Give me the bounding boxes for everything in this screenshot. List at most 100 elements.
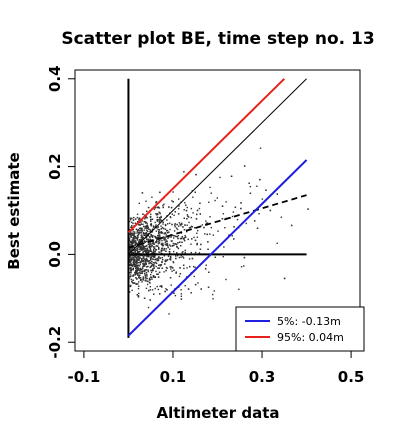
data-point bbox=[153, 293, 155, 295]
data-point bbox=[166, 242, 168, 245]
data-point bbox=[142, 256, 145, 258]
data-point bbox=[191, 257, 194, 260]
data-point bbox=[233, 226, 235, 228]
data-point bbox=[170, 266, 173, 268]
data-point bbox=[204, 233, 206, 235]
data-point bbox=[161, 247, 163, 250]
data-point bbox=[143, 297, 146, 299]
data-point bbox=[175, 272, 177, 274]
data-point bbox=[154, 287, 156, 290]
data-point bbox=[174, 294, 177, 297]
data-point bbox=[129, 217, 132, 219]
data-point bbox=[160, 249, 163, 251]
data-point bbox=[173, 230, 176, 232]
y-tick-label: 0.2 bbox=[46, 153, 64, 180]
data-point bbox=[133, 235, 136, 237]
data-point bbox=[243, 265, 245, 267]
data-point bbox=[128, 237, 131, 239]
data-point bbox=[184, 236, 187, 238]
data-point bbox=[169, 251, 171, 253]
data-point bbox=[160, 219, 163, 222]
data-point bbox=[136, 230, 139, 232]
data-point bbox=[134, 241, 136, 243]
data-point bbox=[139, 277, 142, 279]
data-point bbox=[190, 243, 192, 245]
data-point bbox=[178, 225, 180, 227]
data-point bbox=[173, 237, 175, 239]
data-point bbox=[137, 296, 140, 298]
data-point bbox=[156, 236, 158, 239]
data-point bbox=[152, 258, 155, 260]
data-point bbox=[148, 281, 151, 284]
data-point bbox=[147, 238, 150, 240]
data-point bbox=[134, 222, 137, 224]
data-point bbox=[141, 238, 144, 240]
data-point bbox=[190, 251, 193, 254]
data-point bbox=[199, 213, 202, 215]
data-point bbox=[178, 275, 181, 278]
data-point bbox=[134, 244, 137, 246]
data-point bbox=[173, 244, 175, 247]
data-point bbox=[141, 279, 143, 281]
data-point bbox=[158, 242, 161, 244]
data-point bbox=[137, 295, 140, 297]
data-point bbox=[142, 278, 144, 280]
data-point bbox=[134, 271, 137, 273]
data-point bbox=[132, 239, 135, 241]
data-point bbox=[148, 262, 150, 265]
data-point bbox=[139, 224, 141, 226]
data-point bbox=[141, 227, 143, 230]
data-point bbox=[186, 267, 188, 269]
data-point bbox=[154, 221, 156, 224]
data-point bbox=[145, 271, 148, 274]
data-point bbox=[140, 272, 142, 275]
x-axis-label: Altimeter data bbox=[157, 404, 280, 422]
data-point bbox=[154, 261, 157, 264]
data-point bbox=[156, 239, 158, 242]
data-point bbox=[130, 269, 132, 271]
data-point bbox=[206, 222, 209, 224]
data-point bbox=[138, 277, 141, 279]
x-tick-label: 0.3 bbox=[249, 368, 276, 386]
data-point bbox=[149, 243, 151, 245]
data-point bbox=[143, 250, 146, 252]
data-point bbox=[143, 229, 145, 231]
data-point bbox=[199, 248, 202, 250]
data-point bbox=[173, 235, 176, 237]
data-point bbox=[148, 228, 151, 231]
data-point bbox=[133, 282, 135, 284]
data-point bbox=[142, 259, 145, 262]
data-point bbox=[144, 245, 146, 248]
data-point bbox=[182, 257, 185, 259]
data-point bbox=[134, 251, 136, 253]
data-point bbox=[129, 260, 131, 262]
data-point bbox=[200, 288, 202, 290]
data-point bbox=[163, 203, 165, 206]
data-point bbox=[224, 227, 226, 229]
data-point bbox=[147, 255, 150, 258]
data-point bbox=[130, 236, 132, 238]
data-point bbox=[183, 171, 185, 173]
data-point bbox=[139, 230, 141, 232]
data-point bbox=[176, 246, 178, 248]
data-point bbox=[225, 278, 227, 281]
data-point bbox=[243, 165, 246, 167]
data-point bbox=[128, 220, 131, 223]
data-points bbox=[127, 147, 309, 315]
data-point bbox=[148, 244, 151, 247]
data-point bbox=[150, 233, 152, 236]
data-point bbox=[151, 236, 154, 238]
data-point bbox=[153, 242, 155, 244]
data-point bbox=[190, 207, 193, 210]
data-point bbox=[160, 264, 163, 266]
data-point bbox=[129, 276, 131, 278]
data-point bbox=[132, 242, 134, 244]
data-point bbox=[151, 289, 154, 291]
data-point bbox=[146, 227, 149, 229]
data-point bbox=[136, 294, 139, 296]
data-point bbox=[165, 288, 167, 290]
data-point bbox=[194, 283, 197, 286]
data-point bbox=[208, 271, 210, 273]
data-point bbox=[134, 267, 137, 270]
data-point bbox=[195, 218, 198, 220]
